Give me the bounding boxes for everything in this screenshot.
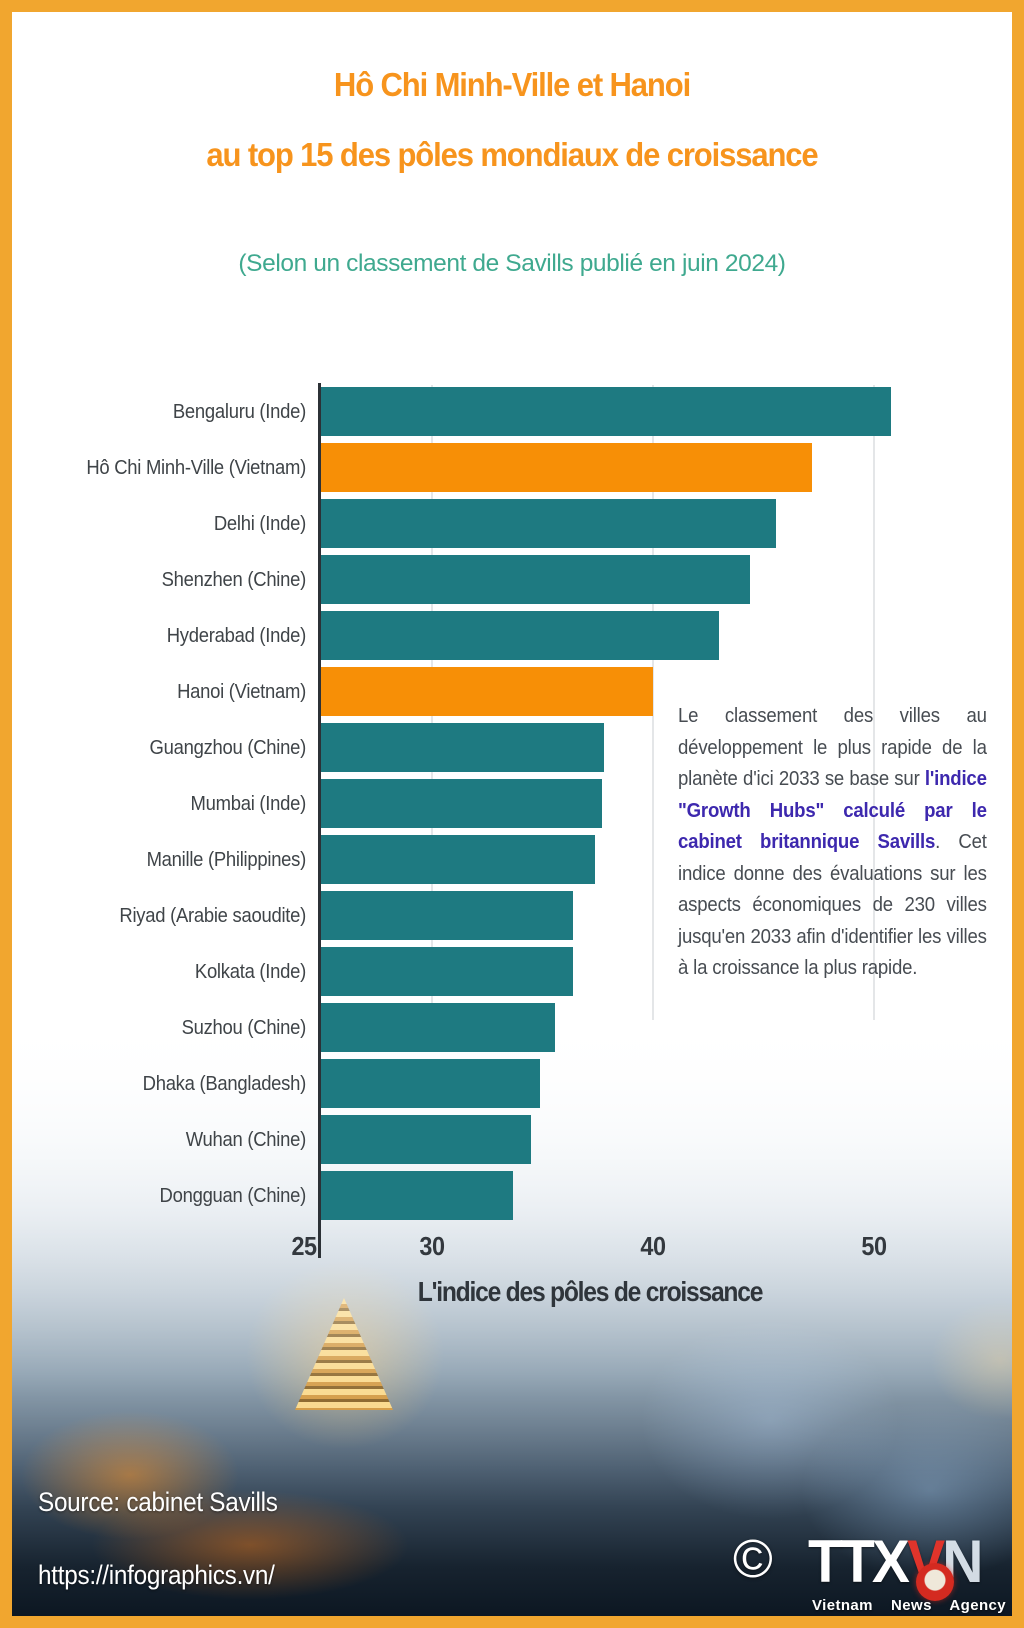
gridline [872,385,875,1222]
category-label: Suzhou (Chine) [181,1016,307,1039]
category-label: Hanoi (Vietnam) [177,680,306,703]
bar [321,835,596,884]
bar [321,387,892,436]
category-label: Riyad (Arabie saoudite) [119,904,306,927]
category-label: Manille (Philippines) [146,848,307,871]
bar [321,1171,514,1220]
category-label: Wuhan (Chine) [185,1128,307,1151]
y-axis-spine [318,383,321,1258]
ttxvn-logo: TTXVN [808,1532,983,1592]
bar [321,1003,556,1052]
category-label: Dongguan (Chine) [159,1184,307,1207]
category-label: Kolkata (Inde) [194,960,306,983]
methodology-note: Le classement des villes au développemen… [678,701,987,985]
page-subtitle: (Selon un classement de Savills publié e… [238,250,786,277]
vna-tagline: Vietnam News Agency [812,1597,1006,1614]
category-label: Hô Chi Minh-Ville (Vietnam) [86,456,306,479]
bar [321,611,719,660]
category-labels: Bengaluru (Inde) Hô Chi Minh-Ville (Vietn… [0,387,306,1227]
category-label: Shenzhen (Chine) [161,568,307,591]
x-axis-ticks: 25 30 40 50 [0,1231,1024,1265]
category-label: Guangzhou (Chine) [149,736,307,759]
category-label: Bengaluru (Inde) [172,400,306,423]
annotation-bold-text: l'indice "Growth Hubs" calculé par le ca… [678,768,987,853]
vna-globe-emblem-icon [916,1563,954,1601]
x-tick-label: 40 [639,1231,666,1261]
bar [321,443,812,492]
category-label: Delhi (Inde) [213,512,306,535]
infographics-url: https://infographics.vn/ [38,1560,275,1590]
x-tick-label: 30 [418,1231,445,1261]
bar [321,891,573,940]
x-tick-label: 25 [291,1231,317,1261]
bar [321,723,604,772]
bar [321,947,573,996]
bar [321,499,777,548]
bar [321,779,602,828]
x-axis-title: L'indice des pôles de croissance [417,1276,764,1307]
bar [321,667,653,716]
x-tick-label: 50 [860,1231,887,1261]
category-label: Hyderabad (Inde) [166,624,307,647]
annotation-text: Le classement des villes au développemen… [678,705,987,790]
city-decor [510,1158,580,1628]
source-credit: Source: cabinet Savills [38,1487,278,1517]
copyright-icon: © [733,1529,773,1589]
bar [321,555,750,604]
page-title-line1: Hô Chi Minh-Ville et Hanoi [333,66,691,103]
logo-ttx: TTX [808,1528,910,1595]
category-label: Dhaka (Bangladesh) [142,1072,307,1095]
bar [321,1059,540,1108]
category-label: Mumbai (Inde) [190,792,307,815]
annotation-text: . Cet indice donne des évaluations sur l… [678,831,987,979]
gridline [651,385,654,1222]
page-title-line2: au top 15 des pôles mondiaux de croissan… [206,136,818,173]
bar [321,1115,531,1164]
